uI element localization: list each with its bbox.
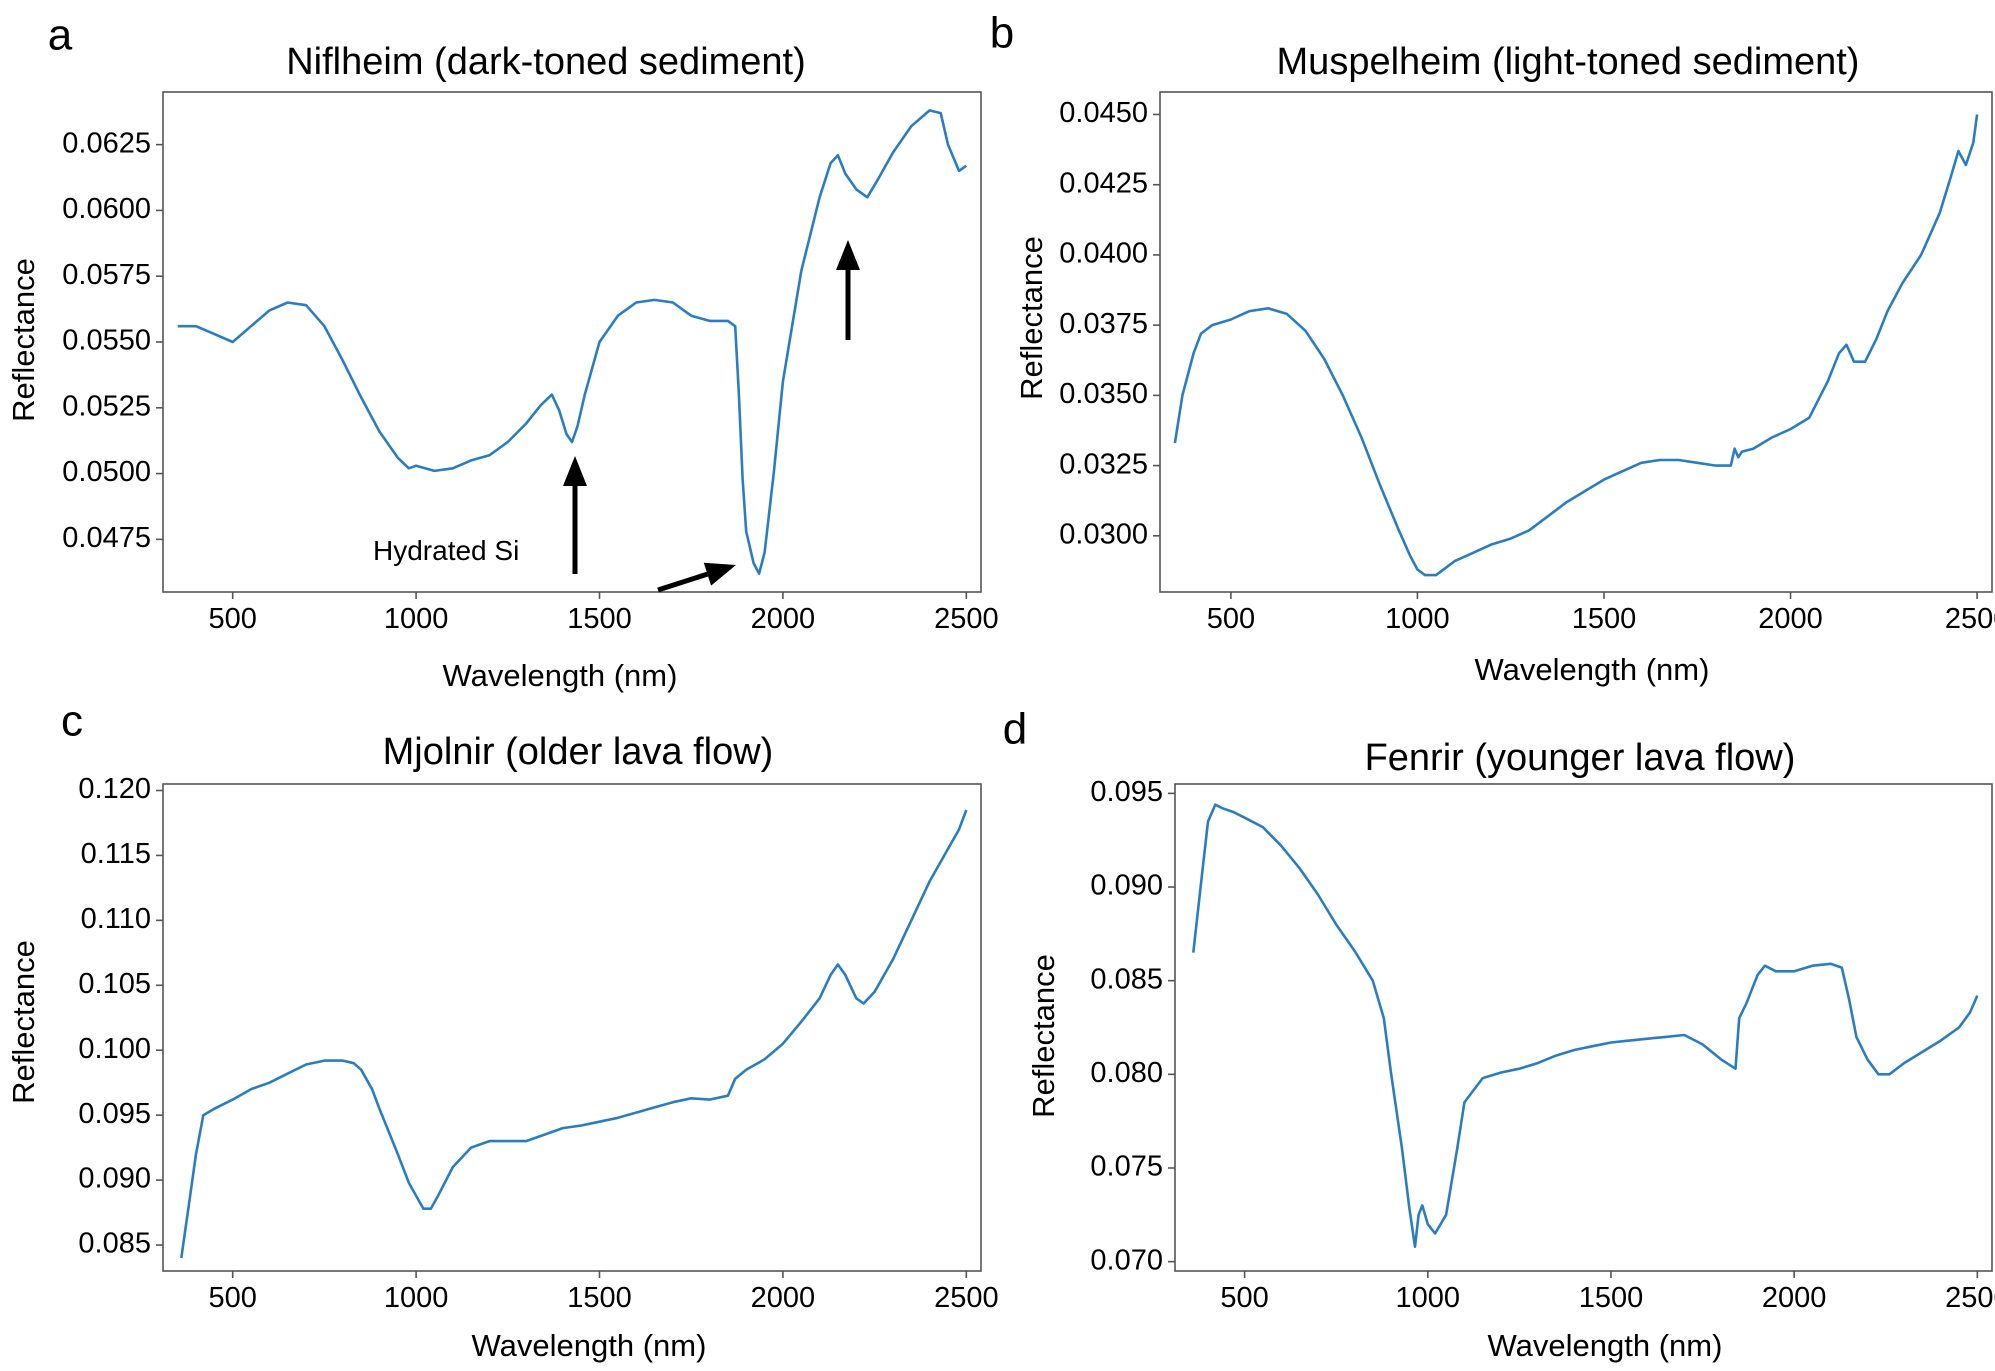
plot-frame	[162, 91, 982, 593]
y-tick-label: 0.0525	[62, 390, 151, 422]
y-tick-label: 0.100	[78, 1033, 151, 1065]
panel-letter: a	[48, 11, 73, 60]
y-tick-label: 0.080	[1090, 1057, 1163, 1089]
x-tick-label: 500	[1220, 1282, 1268, 1314]
x-tick-label: 1500	[1572, 603, 1637, 635]
y-axis-label: Reflectance	[1026, 954, 1061, 1118]
series-line-0	[1173, 114, 1979, 577]
y-tick-label: 0.090	[1090, 870, 1163, 902]
x-tick-label: 1500	[567, 1282, 632, 1314]
y-tick-label: 0.0300	[1059, 518, 1148, 550]
y-tick-label: 0.0450	[1059, 97, 1148, 129]
x-tick-label: 1000	[1385, 603, 1450, 635]
x-tick-label: 1000	[384, 603, 449, 635]
y-tick-label: 0.075	[1090, 1151, 1163, 1183]
chart-title: Fenrir (younger lava flow)	[1365, 737, 1796, 779]
y-tick-label: 0.095	[78, 1098, 151, 1130]
annotation-arrow-2200nm-head	[836, 240, 860, 270]
y-axis-label: Reflectance	[1014, 236, 1049, 400]
x-axis-label: Wavelength (nm)	[1475, 652, 1710, 687]
panel-letter: b	[990, 9, 1014, 58]
y-tick-label: 0.0325	[1059, 448, 1148, 480]
chart-panel-d: d Fenrir (younger lava flow) 500 1000 1500 20…	[1003, 705, 1995, 1363]
chart-title: Niflheim (dark-toned sediment)	[286, 41, 806, 83]
x-tick-label: 1000	[1396, 1282, 1461, 1314]
chart-panel-c: c Mjolnir (older lava flow) 500 1000 1500 200…	[6, 697, 998, 1363]
x-tick-label: 2000	[1762, 1282, 1827, 1314]
x-tick-label: 2000	[1758, 603, 1823, 635]
x-axis-label: Wavelength (nm)	[472, 1328, 707, 1363]
y-tick-label: 0.090	[78, 1163, 151, 1195]
y-tick-label: 0.085	[1090, 963, 1163, 995]
y-tick-label: 0.0400	[1059, 238, 1148, 270]
y-tick-label: 0.0350	[1059, 378, 1148, 410]
panel-letter: d	[1003, 705, 1027, 754]
x-tick-label: 2000	[751, 1282, 816, 1314]
annotation-arrow-1900nm	[657, 571, 709, 593]
y-tick-label: 0.070	[1090, 1244, 1163, 1276]
chart-title: Muspelheim (light-toned sediment)	[1277, 41, 1860, 83]
x-tick-label: 2500	[1945, 1282, 1995, 1314]
annotation-text: Hydrated Si	[373, 535, 519, 566]
y-tick-label: 0.085	[78, 1228, 151, 1260]
x-tick-label: 2000	[751, 603, 816, 635]
y-tick-label: 0.0475	[62, 522, 151, 554]
chart-panel-b: b Muspelheim (light-toned sediment) 500 100…	[990, 9, 1995, 687]
annotation-arrow-1900nm-head	[703, 562, 736, 586]
y-tick-label: 0.0500	[62, 456, 151, 488]
x-tick-label: 2500	[1945, 603, 1995, 635]
y-tick-label: 0.0425	[1059, 167, 1148, 199]
x-axis-label: Wavelength (nm)	[443, 658, 678, 693]
x-tick-label: 2500	[934, 603, 999, 635]
chart-panel-a: a Niflheim (dark-toned sediment) 500 1000 15…	[6, 11, 998, 693]
y-tick-label: 0.0550	[62, 325, 151, 357]
y-tick-label: 0.0600	[62, 193, 151, 225]
plot-frame	[1159, 91, 1993, 593]
annotation-arrow-1400nm-head	[563, 456, 587, 486]
chart-title: Mjolnir (older lava flow)	[383, 731, 774, 773]
y-tick-label: 0.115	[81, 838, 151, 870]
x-tick-label: 2500	[934, 1282, 999, 1314]
x-tick-label: 1500	[567, 603, 632, 635]
y-axis-label: Reflectance	[6, 258, 41, 422]
y-axis-label: Reflectance	[6, 940, 41, 1104]
y-tick-label: 0.110	[81, 903, 151, 935]
x-tick-label: 1000	[384, 1282, 449, 1314]
x-axis-label: Wavelength (nm)	[1488, 1328, 1723, 1363]
y-tick-label: 0.120	[78, 773, 151, 805]
series-line-0	[180, 809, 968, 1259]
plot-frame	[162, 783, 982, 1272]
x-tick-label: 500	[1207, 603, 1255, 635]
y-tick-label: 0.0575	[62, 259, 151, 291]
y-tick-label: 0.105	[78, 968, 151, 1000]
series-line-0	[177, 109, 968, 575]
panel-letter: c	[61, 697, 83, 746]
y-tick-label: 0.095	[1090, 776, 1163, 808]
x-tick-label: 1500	[1579, 1282, 1644, 1314]
y-tick-label: 0.0625	[62, 127, 151, 159]
x-tick-label: 500	[208, 603, 256, 635]
y-tick-label: 0.0375	[1059, 308, 1148, 340]
series-line-0	[1192, 803, 1979, 1248]
plot-frame	[1174, 783, 1993, 1272]
x-tick-label: 500	[208, 1282, 256, 1314]
